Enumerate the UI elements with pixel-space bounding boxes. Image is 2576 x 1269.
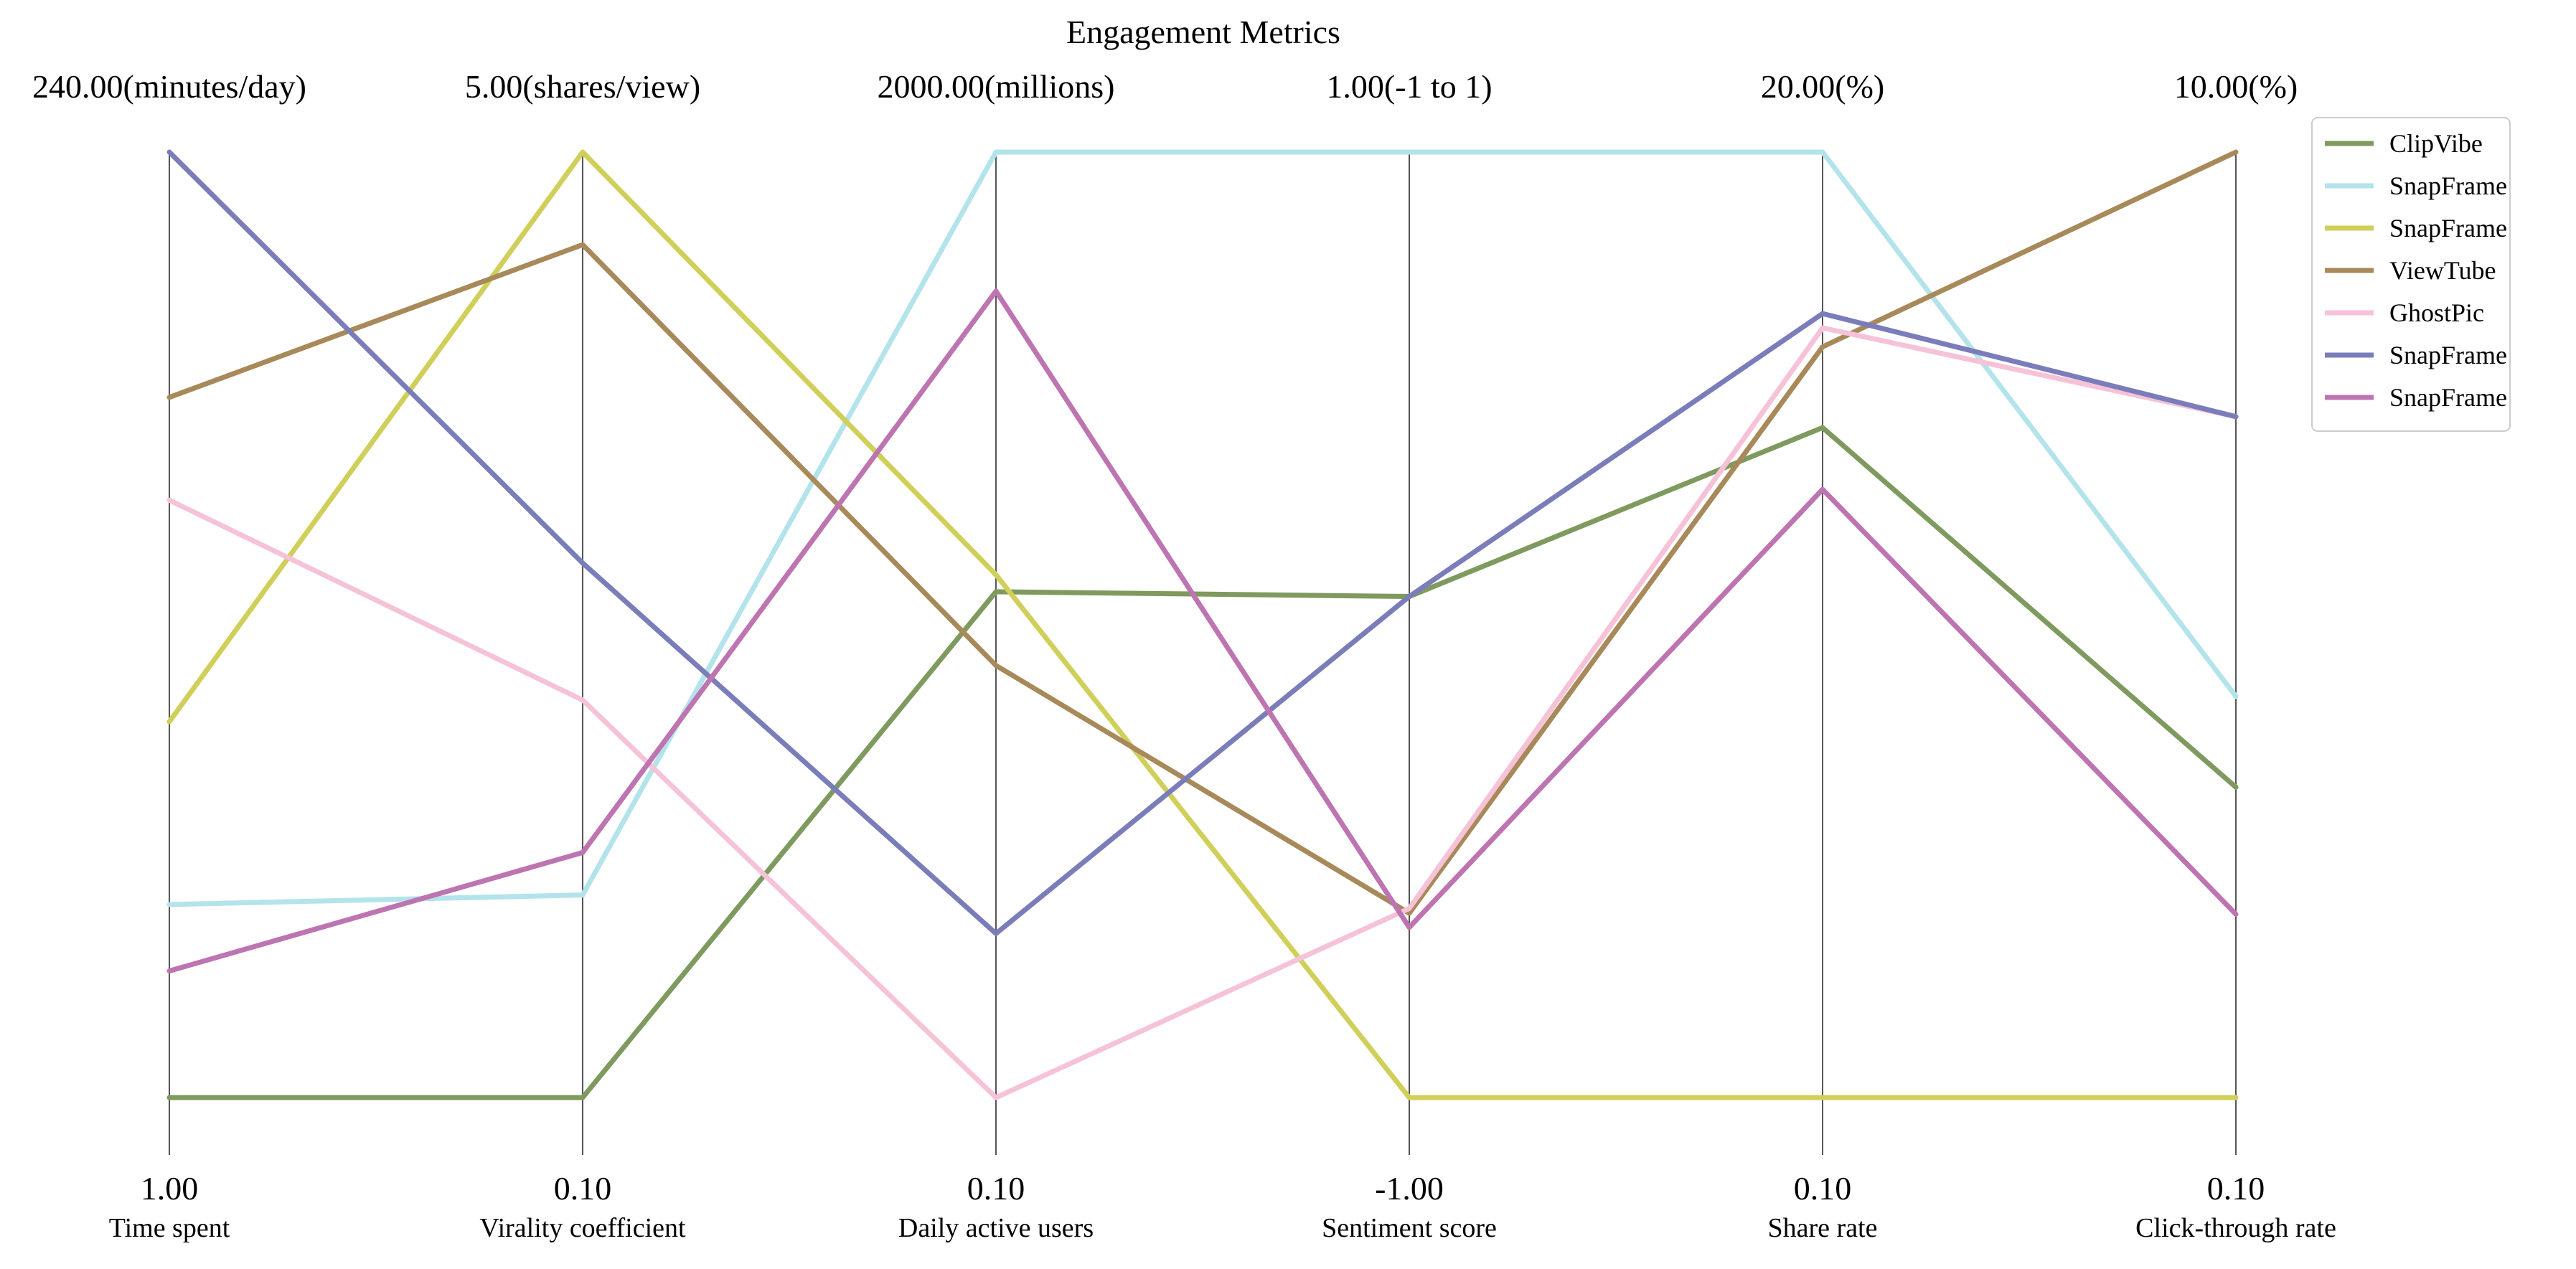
legend-label-5: GhostPic [2389, 298, 2484, 327]
series-line-snapframe-3 [166, 149, 2239, 1100]
legend-label-2: SnapFrame [2389, 171, 2507, 200]
axis-max-label-daily-active-users: 2000.00(millions) [878, 68, 1115, 105]
axis-min-label-time-spent: 1.00 [141, 1170, 199, 1207]
series-line-snapframe-7 [166, 288, 2239, 973]
legend-label-6: SnapFrame [2389, 341, 2507, 369]
legend: ClipVibe SnapFrame SnapFrame ViewTube GhostP… [2311, 117, 2511, 432]
axis-max-label-click-through-rate: 10.00(%) [2174, 68, 2298, 105]
axis-name-virality-coefficient: Virality coefficient [479, 1213, 686, 1243]
axis-name-time-spent: Time spent [109, 1213, 230, 1243]
axis-name-daily-active-users: Daily active users [898, 1213, 1094, 1243]
axis-min-label-virality-coefficient: 0.10 [554, 1170, 612, 1207]
axis-name-click-through-rate: Click-through rate [2135, 1213, 2336, 1243]
axis-min-label-daily-active-users: 0.10 [967, 1170, 1025, 1207]
series-line-ghostpic-5 [166, 325, 2239, 1100]
axis-name-sentiment-score: Sentiment score [1322, 1213, 1497, 1243]
axis-max-label-time-spent: 240.00(minutes/day) [32, 68, 306, 105]
series-line-viewtube-4 [166, 149, 2239, 916]
axis-max-label-share-rate: 20.00(%) [1761, 68, 1884, 105]
axis-name-share-rate: Share rate [1768, 1213, 1878, 1243]
axis-min-label-share-rate: 0.10 [1794, 1170, 1852, 1207]
series-line-clipvibe-1 [166, 425, 2239, 1100]
legend-label-7: SnapFrame [2389, 383, 2507, 412]
axis-min-label-sentiment-score: -1.00 [1375, 1170, 1444, 1207]
legend-label-4: ViewTube [2389, 256, 2496, 285]
chart-title: Engagement Metrics [1066, 14, 1340, 50]
series-line-snapframe-2 [166, 149, 2239, 907]
legend-label-3: SnapFrame [2389, 214, 2507, 242]
axis-max-label-sentiment-score: 1.00(-1 to 1) [1326, 68, 1492, 105]
legend-label-1: ClipVibe [2389, 129, 2483, 158]
axis-max-label-virality-coefficient: 5.00(shares/view) [465, 68, 700, 105]
axis-min-label-click-through-rate: 0.10 [2207, 1170, 2265, 1207]
series-line-snapframe-6 [166, 149, 2239, 936]
